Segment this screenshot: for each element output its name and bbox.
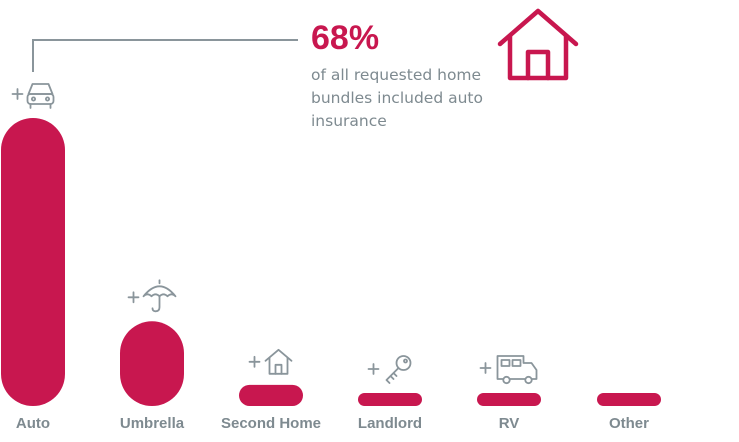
plus-icon [367,363,380,375]
category-label: Second Home [221,415,321,432]
home-icon [497,8,579,81]
plus-icon [248,355,261,368]
category-label: RV [499,415,520,432]
bar-auto [1,118,65,406]
callout-leader-line [32,39,298,72]
callout-description: of all requested home bundles included a… [311,66,483,130]
house-icon [248,348,293,375]
car-icon [11,83,55,109]
bar-rv [477,393,541,406]
plus-icon [11,88,24,100]
category-label: Auto [16,415,50,432]
plus-icon [479,362,492,374]
umbrella-icon [127,279,177,313]
category-label: Landlord [358,415,422,432]
plus-icon [127,291,140,304]
bar-landlord [358,393,422,406]
rv-icon [479,355,538,385]
key-icon [367,355,412,384]
category-label: Other [609,415,649,432]
bar-second-home [239,384,303,406]
bar-other [597,393,661,406]
bar-umbrella [120,321,184,406]
callout-stat: 68% [311,19,380,57]
category-label: Umbrella [120,415,185,432]
